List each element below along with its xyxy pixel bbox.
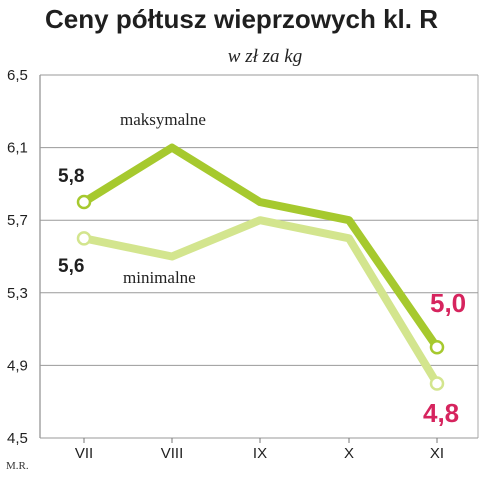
series-points (76, 194, 445, 391)
data-label-minimalne: 4,8 (423, 398, 459, 428)
y-tick-label: 6,1 (7, 140, 28, 157)
credit: M.R. (6, 460, 29, 472)
y-tick-label: 5,3 (7, 285, 28, 302)
x-tick-label: VII (75, 445, 93, 462)
series-line-minimalne (80, 216, 441, 388)
x-tick-label: VIII (161, 445, 184, 462)
data-point-maksymalne (429, 340, 445, 355)
x-tick-label: IX (253, 445, 267, 462)
data-point-minimalne (429, 376, 445, 391)
chart-title: Ceny półtusz wieprzowych kl. R (45, 4, 438, 34)
chart-subtitle: w zł za kg (227, 46, 303, 67)
series-label-maksymalne: maksymalne (120, 110, 206, 129)
data-point-minimalne (76, 231, 92, 246)
series-lines (80, 143, 441, 388)
y-axis-ticks: 4,5 4,9 5,3 5,7 6,1 6,5 (7, 67, 28, 447)
data-label-minimalne: 5,6 (58, 256, 84, 277)
series-label-minimalne: minimalne (123, 268, 196, 287)
data-label-maksymalne: 5,0 (430, 288, 466, 318)
data-label-maksymalne: 5,8 (58, 166, 84, 187)
y-tick-label: 4,9 (7, 357, 28, 374)
x-axis-ticks: VII VIII IX X XI (75, 438, 444, 462)
data-point-maksymalne (76, 194, 92, 210)
data-labels: 5,8 5,0 5,6 4,8 (58, 166, 466, 428)
gridlines (39, 74, 479, 439)
y-tick-label: 5,7 (7, 212, 28, 229)
x-tick-label: XI (430, 445, 444, 462)
x-tick-label: X (344, 445, 354, 462)
y-tick-label: 4,5 (7, 430, 28, 447)
y-tick-label: 6,5 (7, 67, 28, 84)
series-line-maksymalne (80, 143, 441, 352)
